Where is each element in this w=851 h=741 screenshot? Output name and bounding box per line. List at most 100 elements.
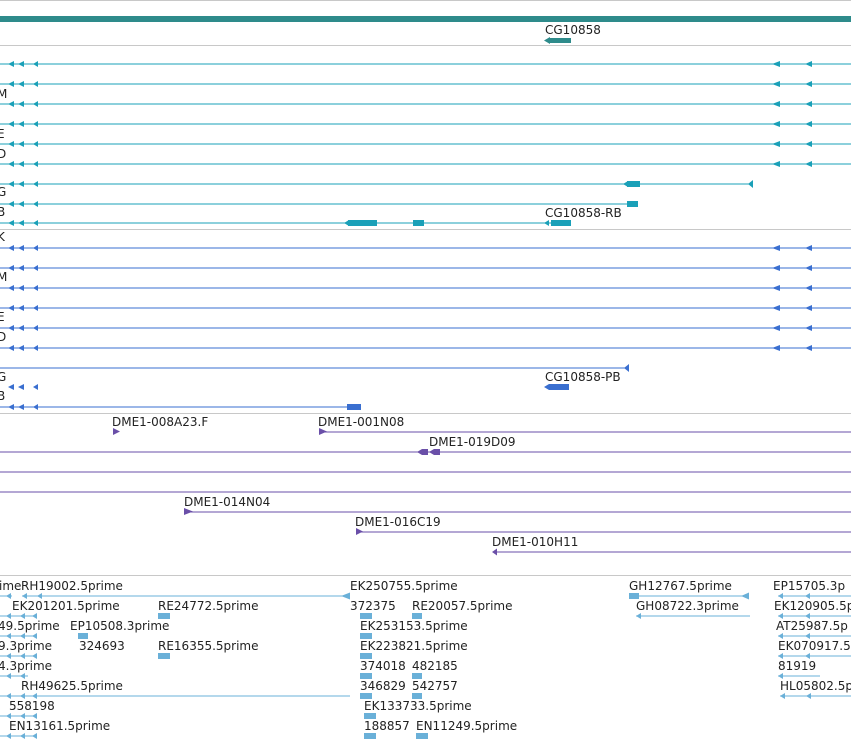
est-feature[interactable] [364,733,376,739]
transcript-row[interactable] [0,141,851,147]
transcript-row[interactable] [0,61,851,67]
gene-feature[interactable] [544,37,571,44]
est-label: RE20057.5prime [412,599,513,613]
est-label: EN13161.5prime [9,719,110,733]
est-feature[interactable] [360,613,372,619]
clone-feature[interactable] [319,428,851,435]
protein-feature-label: CG10858-PB [545,370,621,384]
est-feature[interactable] [0,653,37,659]
transcript-row[interactable] [0,101,851,107]
est-feature[interactable] [636,613,750,619]
est-feature[interactable] [22,592,350,600]
est-feature[interactable] [360,653,372,659]
gene-track: CG10858 [0,16,851,46]
transcript-row[interactable] [0,180,753,188]
est-feature[interactable] [0,713,37,719]
est-label: EK120905.5p [774,599,851,613]
est-feature[interactable] [778,613,851,619]
est-feature[interactable] [412,613,422,619]
est-feature[interactable] [0,633,37,639]
clone-feature[interactable] [184,508,851,515]
clone-feature[interactable] [356,528,851,535]
est-feature[interactable] [360,693,372,699]
gene-label: CG10858 [545,23,601,37]
est-label: RH19002.5prime [21,579,123,593]
est-label: AT25987.5p [776,619,848,633]
clone-label: DME1-016C19 [355,515,441,529]
est-feature[interactable] [0,693,350,699]
protein-row[interactable] [0,305,851,311]
est-label: EK201201.5prime [12,599,120,613]
clone-label: DME1-010H11 [492,535,578,549]
protein-row[interactable] [0,285,851,291]
est-feature[interactable] [778,653,851,659]
transcript-row[interactable] [0,220,571,226]
est-feature[interactable] [778,593,851,599]
est-label: 188857 [364,719,410,733]
protein-row-label: G [0,370,6,384]
protein-row[interactable] [0,265,851,271]
est-label: 372375 [350,599,396,613]
clone-feature[interactable] [492,548,851,556]
est-label: 9.3prime [0,639,52,653]
est-feature[interactable] [360,633,372,639]
transcript-feature-label: CG10858-RB [545,206,622,220]
protein-row[interactable] [0,364,629,372]
protein-row[interactable] [0,404,361,410]
clone-label: DME1-008A23.F [112,415,208,429]
clone-feature[interactable] [113,428,120,435]
est-label: EK223821.5prime [360,639,468,653]
protein-row-label: K [0,230,6,244]
est-feature[interactable] [364,713,376,719]
est-label: 324693 [79,639,125,653]
est-label: EK253153.5prime [360,619,468,633]
est-feature[interactable] [778,673,820,679]
est-feature[interactable] [0,673,28,679]
protein-row-label: E [0,310,5,324]
transcript-row-label: G [0,185,6,199]
transcript-row-label: D [0,147,6,161]
protein-row-label: B [0,389,5,403]
est-label: 558198 [9,699,55,713]
est-label: GH08722.3prime [636,599,739,613]
est-label: RE16355.5prime [158,639,259,653]
transcript-row[interactable] [0,201,638,207]
est-label: 542757 [412,679,458,693]
est-label: EK133733.5prime [364,699,472,713]
est-label: GH12767.5prime [629,579,732,593]
est-label: EP10508.3prime [70,619,169,633]
protein-row[interactable] [0,325,851,331]
clone-label: DME1-019D09 [429,435,516,449]
est-feature[interactable] [158,613,170,619]
est-feature[interactable] [780,693,851,699]
est-label: 346829 [360,679,406,693]
transcript-row[interactable] [0,81,851,87]
protein-row[interactable] [0,245,851,251]
est-feature[interactable] [778,633,851,639]
est-feature[interactable] [0,593,12,599]
gene-span-bar[interactable] [0,16,851,22]
transcript-row[interactable] [0,121,851,127]
protein-track: K M E D G B [0,230,851,414]
est-feature[interactable] [412,693,422,699]
est-label: EK250755.5prime [350,579,458,593]
est-label: HL05802.5p [780,679,851,693]
est-feature[interactable] [416,733,428,739]
est-label: EK070917.5 [778,639,851,653]
est-feature[interactable] [0,733,37,739]
protein-row-label: M [0,270,7,284]
transcript-track: M E D G B [0,61,851,230]
est-feature[interactable] [360,673,372,679]
est-feature[interactable] [158,653,170,659]
clone-feature[interactable] [0,449,851,455]
est-feature[interactable] [629,592,749,600]
est-label: 374018 [360,659,406,673]
est-feature[interactable] [78,633,88,639]
est-label: 4.3prime [0,659,52,673]
est-feature[interactable] [412,673,422,679]
est-feature[interactable] [0,613,37,619]
protein-row[interactable] [8,384,569,390]
transcript-row[interactable] [0,161,851,167]
protein-row[interactable] [0,345,851,351]
